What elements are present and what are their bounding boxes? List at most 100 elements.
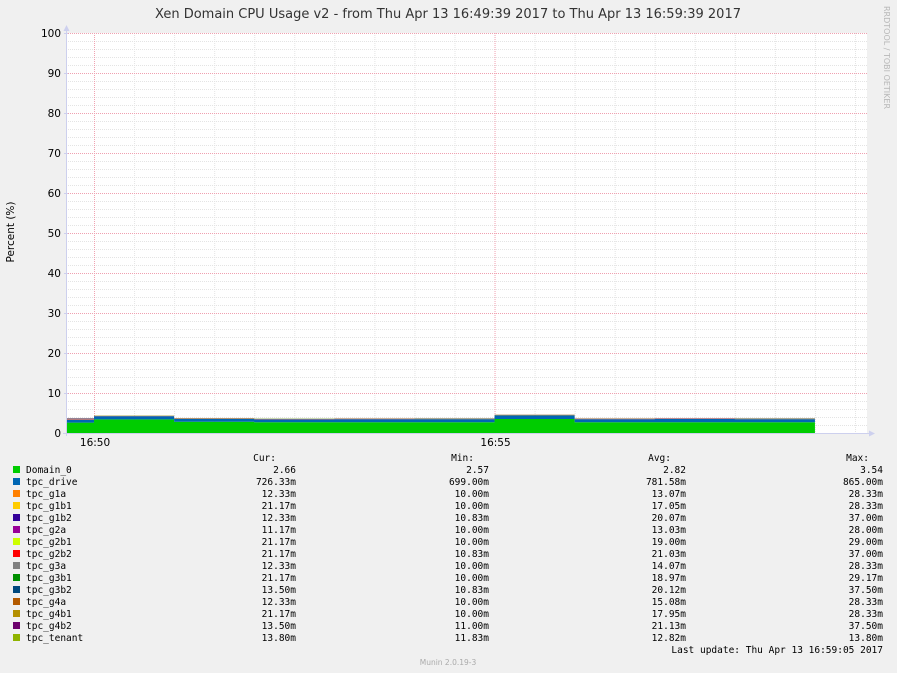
y-tick-label: 10 [48,388,61,400]
legend-swatch [13,526,20,533]
legend-max-value: 3.54 [860,465,883,476]
legend-header-avg: Avg: [648,453,671,464]
legend-cur-value: 726.33m [256,477,296,488]
legend-cur-value: 13.50m [262,621,297,632]
legend-swatch [13,514,20,521]
legend-cur-value: 13.50m [262,585,297,596]
y-tick-label: 0 [54,428,61,440]
legend-header-max: Max: [846,453,869,464]
legend-cur-value: 21.17m [262,573,297,584]
legend-swatch [13,502,20,509]
series-area-tpc-drive [66,415,815,423]
y-tick-label: 30 [48,308,61,320]
legend-max-value: 28.33m [849,609,884,620]
legend-min-value: 10.00m [455,609,490,620]
legend-max-value: 865.00m [843,477,883,488]
y-tick-label: 90 [48,68,61,80]
legend-avg-value: 13.07m [652,489,687,500]
legend-min-value: 10.00m [455,525,490,536]
munin-version: Munin 2.0.19-3 [420,658,477,667]
y-tick-label: 40 [48,268,61,280]
x-tick-label: 16:50 [80,437,110,449]
x-axis-arrow-icon [869,430,875,437]
legend-max-value: 29.00m [849,537,884,548]
series-area-tpc-g3a [66,415,815,420]
legend-cur-value: 11.17m [262,525,297,536]
legend-series-name: tpc_g2b2 [26,549,72,560]
legend-min-value: 10.83m [455,549,490,560]
legend-avg-value: 17.95m [652,609,687,620]
axes: 0 10 20 30 40 50 60 70 80 90 100 16:50 16:55 [41,25,875,449]
series-area-tpc-g3b2 [66,414,815,419]
last-update: Last update: Thu Apr 13 16:59:05 2017 [671,645,883,656]
legend-cur-value: 2.66 [273,465,296,476]
legend-avg-value: 20.12m [652,585,687,596]
legend-min-value: 10.83m [455,513,490,524]
legend-avg-value: 15.08m [652,597,687,608]
legend-cur-value: 21.17m [262,609,297,620]
legend-avg-value: 14.07m [652,561,687,572]
grid [66,33,867,433]
legend-max-value: 28.33m [849,597,884,608]
y-axis-label: Percent (%) [5,201,17,262]
legend-min-value: 10.83m [455,585,490,596]
legend-series-name: tpc_drive [26,477,78,488]
legend-header-cur: Cur: [253,453,276,464]
series-area-tpc-g4b2 [66,414,815,419]
legend-max-value: 28.33m [849,489,884,500]
legend-avg-value: 18.97m [652,573,687,584]
legend-avg-value: 12.82m [652,633,687,644]
legend-avg-value: 20.07m [652,513,687,524]
legend-series-name: tpc_g1b1 [26,501,72,512]
legend-min-value: 11.00m [455,621,490,632]
legend-swatch [13,538,20,545]
y-tick-label: 20 [48,348,61,360]
legend-min-value: 699.00m [449,477,489,488]
series-area-domain-0 [66,419,815,433]
legend-max-value: 13.80m [849,633,884,644]
rrdtool-credit: RRDTOOL / TOBI OETIKER [882,6,891,109]
legend-min-value: 10.00m [455,489,490,500]
legend-swatch [13,598,20,605]
legend-min-value: 2.57 [466,465,489,476]
legend-cur-value: 12.33m [262,513,297,524]
legend-swatch [13,550,20,557]
legend-avg-value: 21.03m [652,549,687,560]
series-area-tpc-g3b1 [66,415,815,419]
legend-series-name: tpc_tenant [26,633,83,644]
legend-swatch [13,490,20,497]
legend-header-min: Min: [451,453,474,464]
legend-max-value: 37.00m [849,549,884,560]
y-tick-label: 80 [48,108,61,120]
legend-max-value: 37.00m [849,513,884,524]
legend-series-name: tpc_g3b2 [26,585,72,596]
legend-cur-value: 12.33m [262,597,297,608]
legend-avg-value: 13.03m [652,525,687,536]
legend-max-value: 37.50m [849,585,884,596]
stacked-areas [66,414,815,433]
x-tick-label: 16:55 [480,437,510,449]
legend-max-value: 28.00m [849,525,884,536]
y-tick-label: 50 [48,228,61,240]
legend-cur-value: 12.33m [262,561,297,572]
legend-cur-value: 21.17m [262,501,297,512]
legend-avg-value: 19.00m [652,537,687,548]
legend-swatch [13,610,20,617]
legend-series-name: tpc_g2a [26,525,66,536]
legend-avg-value: 2.82 [663,465,686,476]
y-tick-label: 70 [48,148,61,160]
legend-swatch [13,478,20,485]
legend-min-value: 10.00m [455,573,490,584]
legend-avg-value: 17.05m [652,501,687,512]
legend-series-name: tpc_g3b1 [26,573,72,584]
legend-series-name: tpc_g4b1 [26,609,72,620]
legend-series-name: tpc_g1b2 [26,513,72,524]
legend-series-name: tpc_g4a [26,597,66,608]
legend-series-name: tpc_g4b2 [26,621,72,632]
legend-min-value: 10.00m [455,501,490,512]
legend-cur-value: 21.17m [262,537,297,548]
legend-swatch [13,574,20,581]
legend-series-name: tpc_g3a [26,561,66,572]
legend-swatch [13,466,20,473]
